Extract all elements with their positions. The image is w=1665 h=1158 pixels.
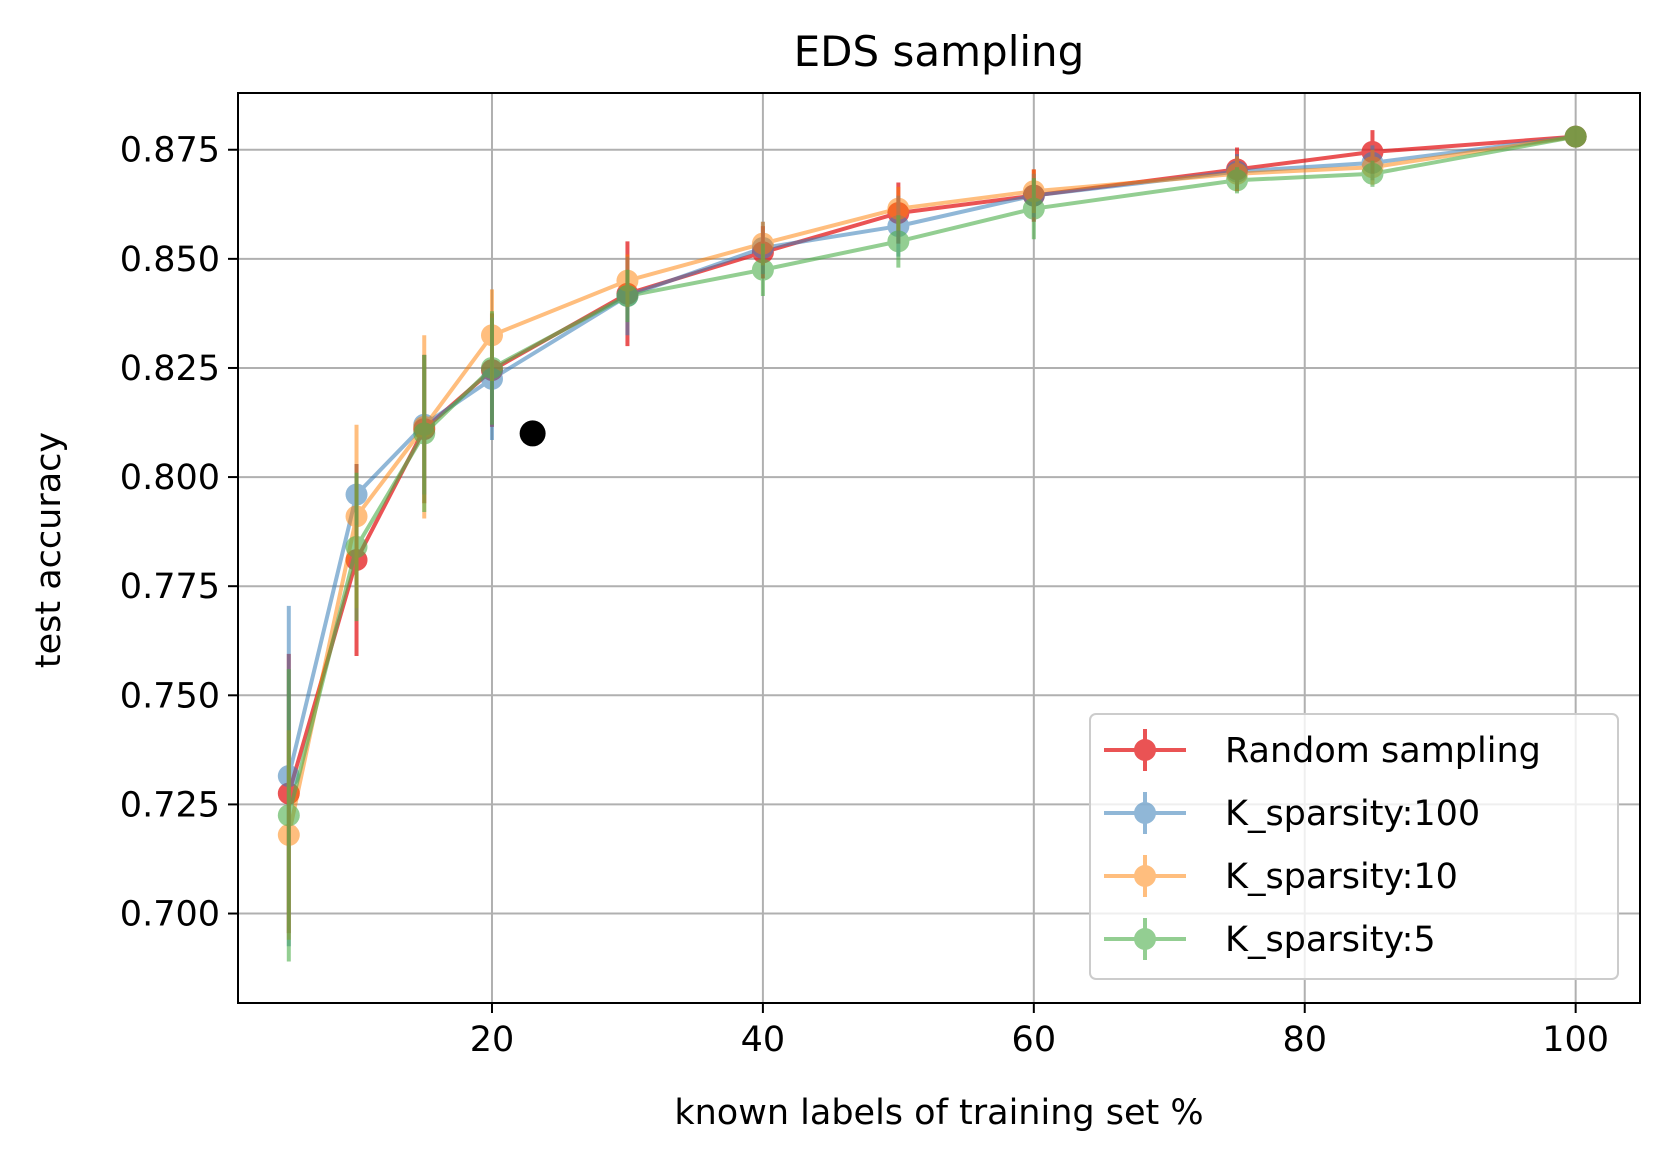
series-3-point [1361,162,1384,185]
x-tick-label: 40 [741,1020,786,1060]
y-axis-label: test accuracy [29,432,69,668]
x-tick-label: 80 [1282,1020,1327,1060]
series-3-point [1564,125,1587,148]
legend-label: K_sparsity:10 [1225,857,1458,897]
series-2-point [887,197,910,220]
y-tick-label: 0.875 [120,131,220,171]
x-tick-label: 100 [1542,1020,1609,1060]
legend-label: Random sampling [1225,731,1541,771]
legend-swatch-marker [1134,928,1156,950]
legend: Random sampling K_sparsity:100 K_sparsity:… [1089,713,1619,980]
series-3-point [480,356,503,379]
extra-point [519,420,546,447]
y-tick-label: 0.825 [120,349,220,389]
y-tick-label: 0.800 [120,458,220,498]
series-3-point [751,258,774,281]
series-3-point [616,284,639,307]
y-axis-ticks: 0.700 0.725 0.750 0.775 0.800 0.825 0.850 0.875 [120,131,238,935]
legend-swatch-marker [1134,739,1156,761]
y-tick-label: 0.750 [120,676,220,716]
x-axis-ticks: 20 40 60 80 100 [470,1003,1609,1060]
series-3-point [277,804,300,827]
series-layer [277,125,1587,962]
y-tick-label: 0.700 [120,895,220,935]
legend-swatch-marker [1134,802,1156,824]
y-tick-label: 0.775 [120,567,220,607]
series-3-point [413,422,436,445]
x-axis-label: known labels of training set % [674,1093,1203,1133]
legend-box [1089,713,1619,980]
legend-swatch [1104,729,1186,771]
series-3 [277,125,1587,962]
chart-title: EDS sampling [794,27,1085,76]
series-3-point [1022,197,1045,220]
y-tick-label: 0.850 [120,240,220,280]
axes-frame [237,92,1641,1004]
legend-entries: Random sampling K_sparsity:100 K_sparsity:… [1104,729,1541,960]
legend-swatch [1104,918,1186,960]
legend-swatch [1104,855,1186,897]
legend-label: K_sparsity:5 [1225,920,1436,960]
series-3-point [1226,169,1249,192]
x-tick-label: 60 [1012,1020,1057,1060]
extra-points [519,420,546,447]
legend-swatch [1104,792,1186,834]
series-3-point [345,535,368,558]
legend-label: K_sparsity:100 [1225,794,1480,834]
x-tick-label: 20 [470,1020,515,1060]
legend-swatch-marker [1134,865,1156,887]
y-tick-label: 0.725 [120,785,220,825]
series-3-point [887,230,910,253]
